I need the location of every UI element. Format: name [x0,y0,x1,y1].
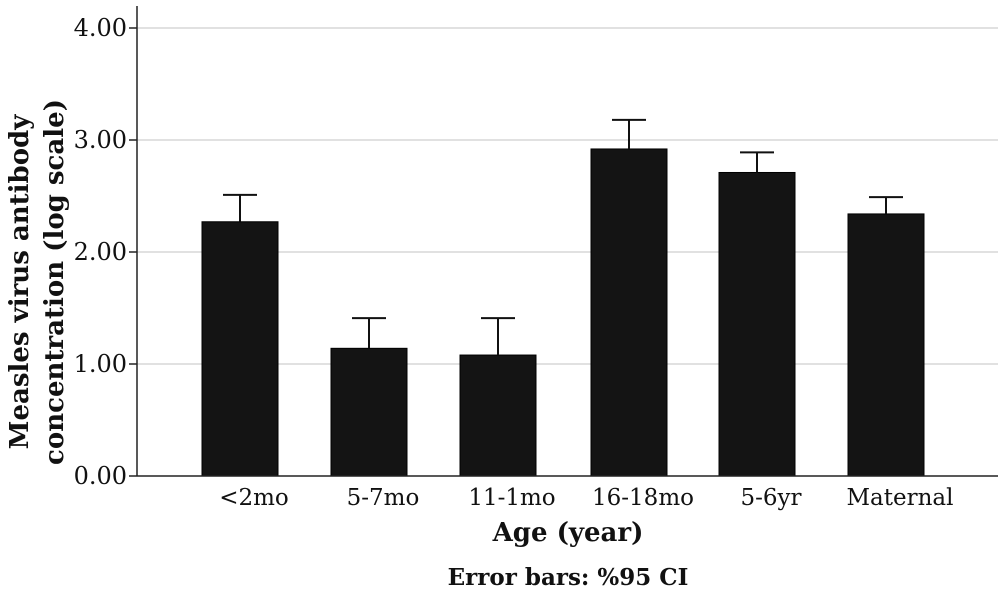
category-label: 5-7mo [347,485,420,511]
y-tick-label: 1.00 [74,350,127,378]
bar [590,148,668,477]
bars [201,148,925,477]
y-axis-title-second: concentration (log scale) [40,99,70,465]
category-label: 5-6yr [740,485,801,511]
y-tick-labels: 0.00 1.00 2.00 3.00 4.00 [74,14,137,490]
y-axis-title-line2: concentration (log scale) [40,99,70,465]
category-label: <2mo [219,485,289,511]
category-labels: <2mo 5-7mo 11-1mo 16-18mo 5-6yr Maternal [219,485,953,511]
y-axis-title-line1: Measles virus antibody [5,114,35,450]
bar [201,221,279,477]
category-label: 11-1mo [468,485,555,511]
bar [459,354,537,477]
bar [330,347,408,477]
y-axis-title: Measles virus antibody [5,114,35,450]
y-tick-label: 3.00 [74,126,127,154]
bar [718,171,796,477]
error-bars-note: Error bars: %95 CI [448,564,689,591]
y-tick-label: 4.00 [74,14,127,42]
y-tick-label: 2.00 [74,238,127,266]
bar [847,213,925,477]
category-label: Maternal [847,485,954,511]
error-bars [223,118,903,356]
x-axis-title: Age (year) [492,518,644,548]
y-tick-label: 0.00 [74,462,127,490]
category-label: 16-18mo [592,485,694,511]
